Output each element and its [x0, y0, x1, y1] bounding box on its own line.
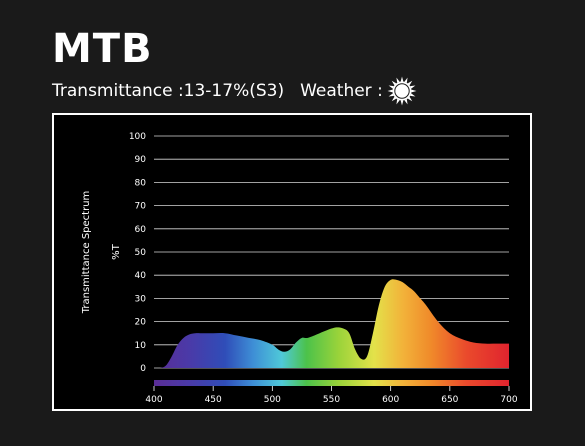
x-tick-label: 650: [441, 395, 458, 405]
x-tick-label: 450: [205, 395, 222, 405]
y-tick-label: 80: [135, 178, 147, 188]
sun-ray: [391, 96, 397, 102]
sun-ray: [400, 100, 404, 106]
page-title: MTB: [52, 26, 153, 72]
transmittance-label: Transmittance :13-17%(S3): [52, 81, 285, 101]
sun-ray: [388, 85, 394, 89]
y-tick-label: 20: [135, 318, 147, 328]
spectrum-chart: Transmittance Spectrum %T 0 10 20 30 40 50 60 7…: [81, 132, 518, 405]
color-bar: [154, 380, 509, 386]
x-tick-label: 400: [145, 395, 162, 405]
y-unit-label: %T: [111, 243, 122, 260]
y-tick-label: 90: [135, 155, 147, 165]
sun-ray: [396, 99, 400, 105]
sun-ray: [407, 80, 413, 86]
sun-ray: [387, 89, 393, 93]
y-tick-label: 50: [135, 248, 147, 258]
sun-ray: [400, 76, 404, 82]
sun-ray: [407, 96, 413, 102]
sun-ray: [409, 85, 416, 89]
sun-ray: [409, 93, 416, 97]
sun-ray: [404, 77, 408, 83]
x-tick-label: 600: [382, 395, 399, 405]
x-tick-label: 700: [500, 395, 517, 405]
weather-label: Weather :: [300, 81, 383, 101]
y-tick-label: 100: [129, 132, 146, 142]
sun-ray: [411, 89, 417, 93]
sun-ray: [391, 80, 397, 86]
sun-ray: [404, 99, 408, 105]
sun-icon: [387, 76, 417, 106]
y-tick-label: 60: [135, 225, 147, 235]
sun-ray: [396, 77, 400, 83]
x-tick-label: 550: [323, 395, 340, 405]
chart-panel: Transmittance Spectrum %T 0 10 20 30 40 50 60 7…: [52, 113, 532, 411]
y-tick-label: 30: [135, 294, 147, 304]
subtitle-row: Transmittance :13-17%(S3) Weather :: [52, 76, 417, 106]
y-tick-label: 70: [135, 202, 147, 212]
y-axis-label: Transmittance Spectrum: [81, 191, 92, 315]
sun-ray: [388, 93, 394, 97]
spectrum-area: [154, 279, 509, 368]
y-tick-label: 10: [135, 341, 147, 351]
y-tick-label: 0: [140, 364, 146, 374]
y-tick-label: 40: [135, 271, 147, 281]
x-tick-label: 500: [264, 395, 281, 405]
